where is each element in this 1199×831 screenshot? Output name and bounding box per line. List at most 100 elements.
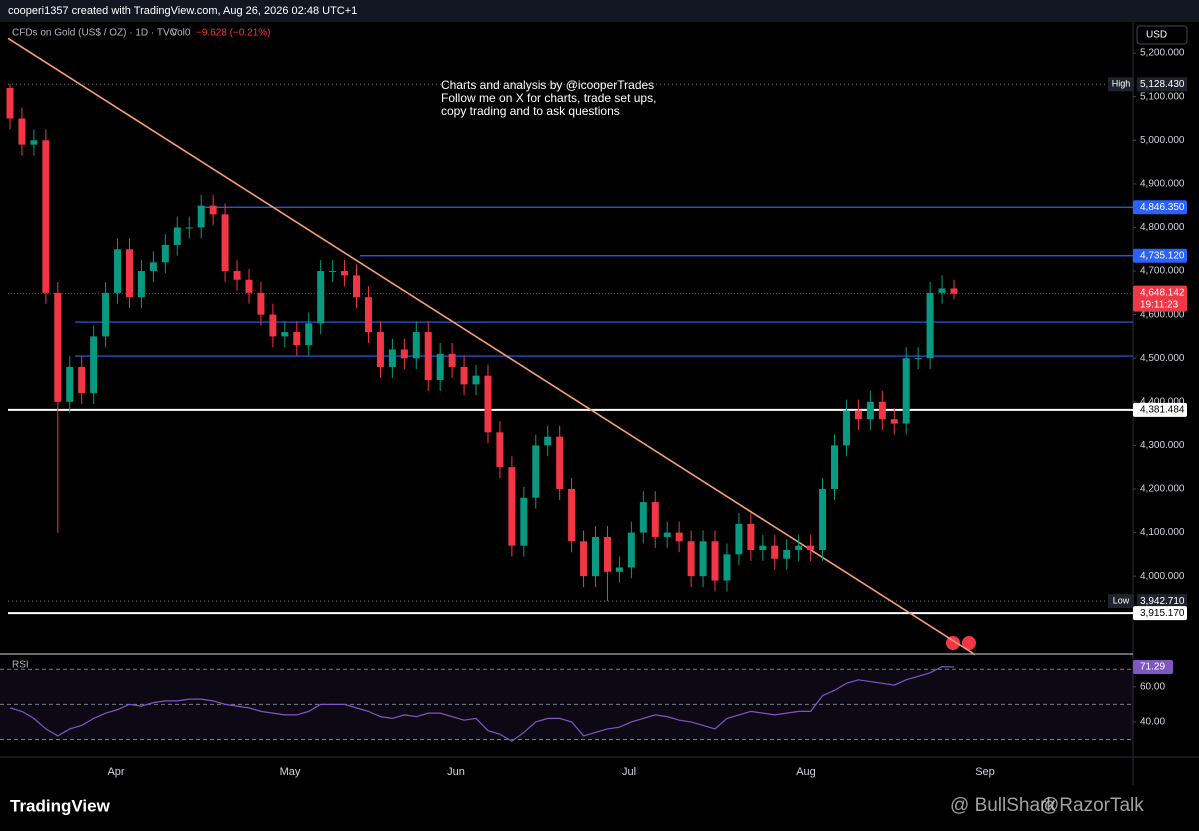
candle-body — [257, 292, 265, 315]
level-label: 4,735.120 — [1140, 250, 1185, 261]
level-label: 4,846.350 — [1140, 202, 1185, 213]
candle-body — [221, 214, 229, 272]
candle-body — [950, 288, 958, 294]
event-icon[interactable] — [962, 636, 976, 650]
candle-body — [197, 205, 205, 228]
candle-body — [102, 292, 110, 337]
candle-body — [508, 467, 516, 546]
header: cooperi1357 created with TradingView.com… — [8, 5, 357, 17]
candle-body — [18, 118, 26, 145]
change: −9.628 (−0.21%) — [196, 28, 271, 39]
candle-body — [353, 275, 361, 298]
y-tick-label: 4,200.000 — [1140, 484, 1185, 495]
candle-body — [878, 401, 886, 420]
y-tick-label: 5,200.000 — [1140, 48, 1185, 59]
candle-body — [938, 288, 946, 293]
rsi-line — [9, 666, 955, 742]
candle-body — [819, 488, 827, 551]
candle-body — [233, 271, 241, 280]
currency[interactable]: USD — [1146, 30, 1167, 41]
extreme-badge — [1108, 77, 1134, 92]
level-label: 4,381.484 — [1140, 405, 1185, 416]
candle-body — [305, 323, 313, 346]
candle-body — [6, 87, 14, 119]
candle-body — [783, 550, 791, 559]
annotation: Charts and analysis by @icooperTrades — [441, 78, 654, 92]
candle-body — [137, 271, 145, 298]
candle-body — [245, 279, 253, 293]
candle-body — [388, 349, 396, 367]
candle-body — [54, 292, 62, 402]
candle-body — [42, 140, 50, 293]
candle-body — [114, 249, 122, 293]
x-tick-label: May — [280, 766, 301, 778]
trendline — [7, 37, 976, 656]
candle-body — [496, 432, 504, 468]
event-icons — [946, 636, 976, 650]
candle-body — [663, 532, 671, 537]
y-tick-label: 4,600.000 — [1140, 309, 1185, 320]
candle-body — [926, 292, 934, 359]
level-badge — [1133, 248, 1187, 263]
candle-body — [675, 532, 683, 542]
y-tick-label: 4,700.000 — [1140, 266, 1185, 277]
annotation: Follow me on X for charts, trade set ups… — [441, 91, 656, 105]
candle-body — [627, 532, 635, 568]
candle-body — [795, 545, 803, 551]
candle-body — [341, 271, 349, 276]
x-tick-label: Jun — [447, 766, 465, 778]
candle-body — [759, 545, 767, 551]
candle-body — [269, 314, 277, 337]
candle-body — [842, 410, 850, 446]
y-tick-label: 4,100.000 — [1140, 527, 1185, 538]
candle-body — [149, 262, 157, 272]
candle-body — [400, 349, 408, 359]
candle-body — [484, 375, 492, 433]
level-badge — [1133, 200, 1187, 215]
candle-body — [831, 445, 839, 489]
x-tick-label: Aug — [796, 766, 816, 778]
x-tick-label: Apr — [107, 766, 124, 778]
top-bar — [0, 0, 1199, 22]
y-tick-label: 4,900.000 — [1140, 179, 1185, 190]
candle-body — [592, 536, 600, 577]
candle-body — [890, 419, 898, 424]
event-icon[interactable] — [946, 636, 960, 650]
candle-body — [161, 244, 169, 263]
candle-body — [293, 332, 301, 346]
candle-body — [771, 545, 779, 559]
candle-body — [173, 227, 181, 245]
candle-body — [281, 332, 289, 337]
watermark: @RazorTalk — [1040, 795, 1144, 816]
candle-body — [460, 366, 468, 385]
candle-body — [78, 366, 86, 394]
candle-body — [568, 488, 576, 542]
extreme-badge — [1137, 594, 1187, 609]
candle-body — [651, 502, 659, 537]
candle-body — [90, 336, 98, 394]
logo: TradingView — [10, 796, 111, 815]
candle-body — [30, 140, 38, 145]
candle-body — [317, 271, 325, 324]
candle-body — [125, 249, 133, 298]
candle-body — [615, 567, 623, 572]
watermark: @ BullShark — [950, 795, 1056, 816]
y-tick-label: 4,300.000 — [1140, 440, 1185, 451]
candle-body — [735, 523, 743, 555]
level-badge — [1133, 402, 1187, 417]
x-tick-label: Sep — [975, 766, 995, 778]
y-tick-label: 5,000.000 — [1140, 135, 1185, 146]
candle-body — [854, 410, 862, 420]
candle-body — [807, 545, 815, 551]
candle-body — [699, 541, 707, 577]
candle-body — [376, 332, 384, 367]
currency-box[interactable] — [1136, 25, 1188, 45]
candle-body — [711, 541, 719, 581]
candle-body — [639, 502, 647, 533]
extreme-label: 5,128.430 — [1140, 79, 1185, 90]
y-tick-label: 4,500.000 — [1140, 353, 1185, 364]
rsi-band — [0, 669, 1133, 740]
candle-body — [556, 436, 564, 489]
candle-body — [747, 523, 755, 551]
